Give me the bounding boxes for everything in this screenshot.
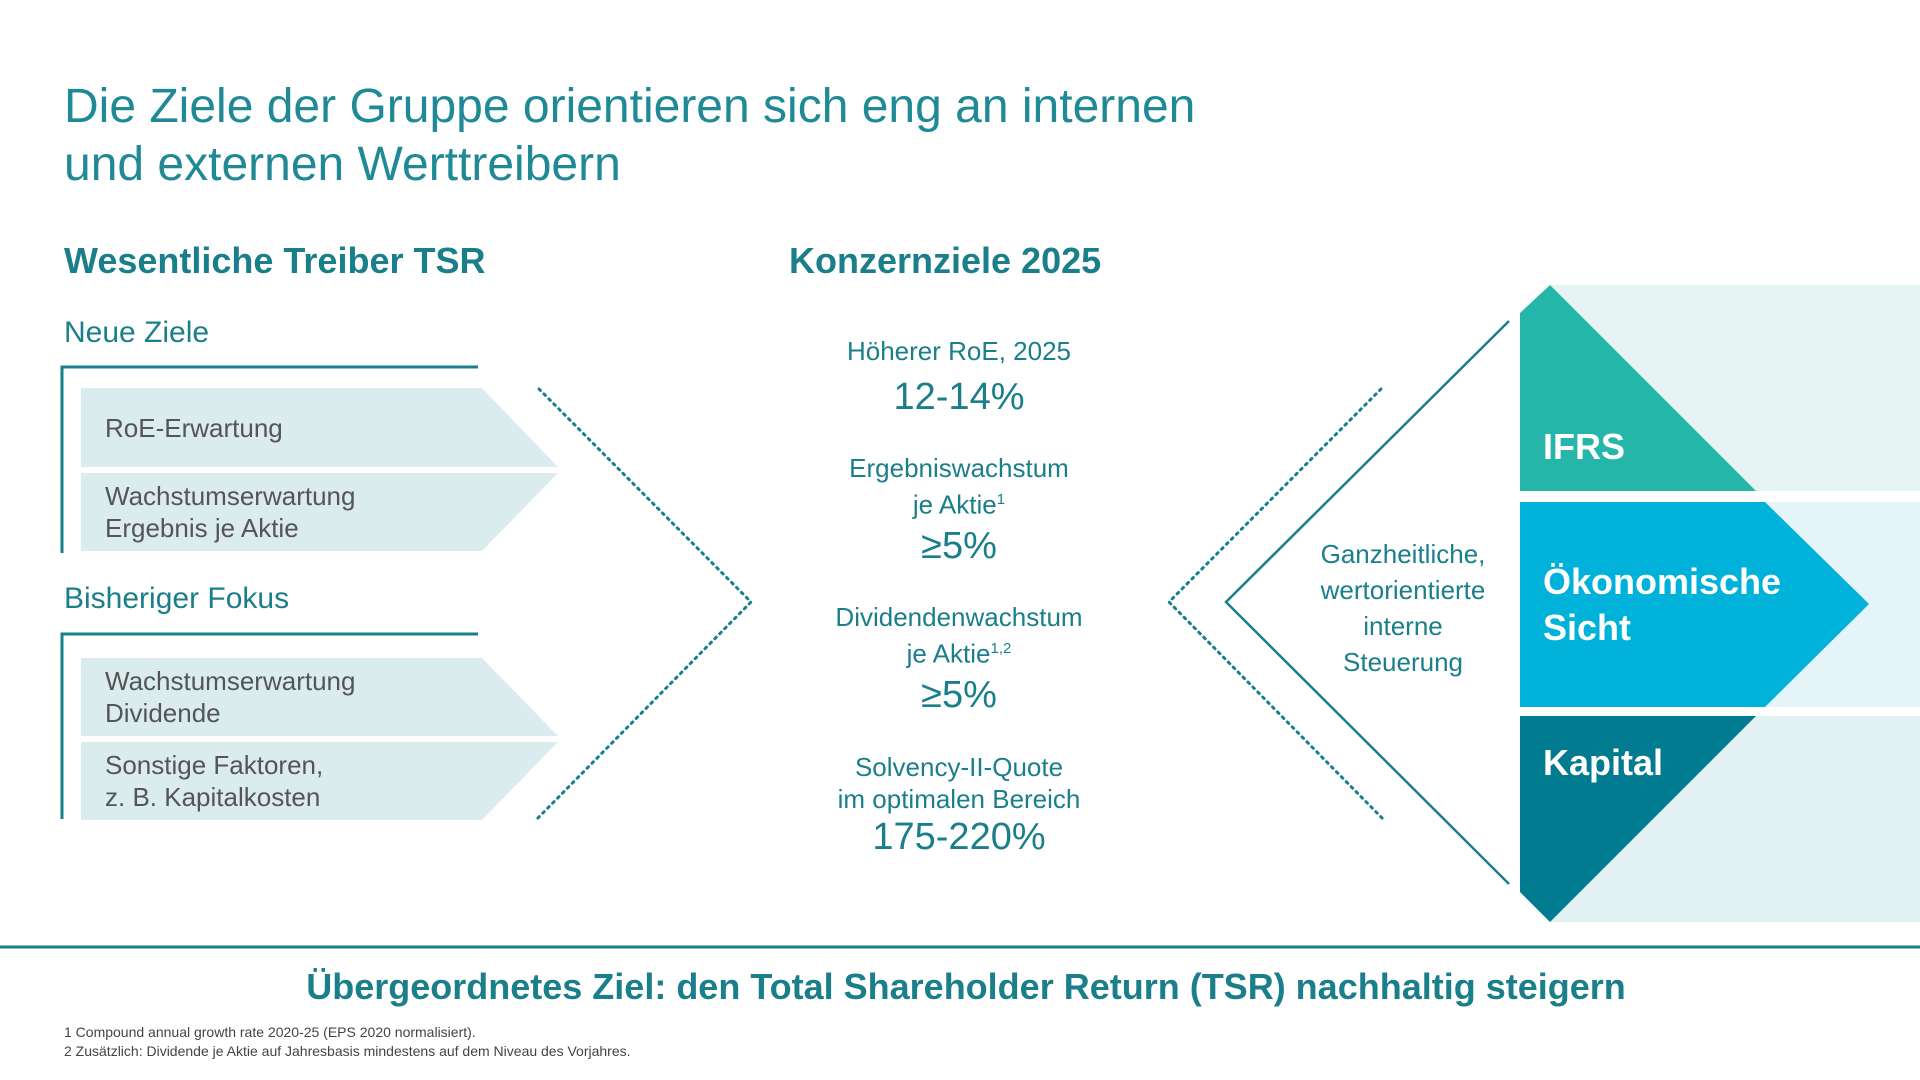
footnote-2: 2 Zusätzlich: Dividende je Aktie auf Jah…: [64, 1043, 631, 1059]
target-eps-label: Ergebniswachstum je Aktie1: [849, 452, 1069, 521]
ifrs-bg: [1550, 285, 1920, 491]
box-line: Ergebnis je Aktie: [105, 513, 299, 543]
target-roe-label: Höherer RoE, 2025: [846, 336, 1072, 366]
kapital-bg: [1550, 716, 1920, 922]
label-line: im optimalen Bereich: [837, 784, 1081, 814]
steering-line: wertorientierte: [1320, 575, 1486, 605]
dotted-chevron-left: [534, 387, 754, 822]
label-text: je Aktie: [906, 638, 991, 669]
overall-goal: Übergeordnetes Ziel: den Total Sharehold…: [306, 966, 1626, 1007]
bracket-neue-ziele: [60, 365, 478, 553]
label-line: Sicht: [1543, 607, 1632, 648]
solid-chevron: [1224, 320, 1510, 885]
group-label-neue-ziele: Neue Ziele: [64, 316, 210, 349]
center-heading: Konzernziele 2025: [789, 240, 1102, 281]
left-heading: Wesentliche Treiber TSR: [64, 240, 486, 281]
steering-line: Steuerung: [1343, 647, 1463, 677]
target-dps-label: Dividendenwachstum je Aktie1,2: [835, 601, 1082, 670]
footnote-ref: 1,2: [990, 640, 1012, 657]
bracket-bisheriger-fokus: [60, 632, 478, 819]
target-roe-value: 12-14%: [893, 376, 1025, 418]
box-eps: [81, 473, 558, 551]
target-solvency-label: Solvency-II-Quote im optimalen Bereich: [838, 751, 1081, 815]
oeko-segment: [1520, 502, 1869, 707]
steering-line: Ganzheitliche,: [1320, 539, 1486, 569]
box-line: z. B. Kapitalkosten: [105, 782, 321, 812]
ifrs-segment: [1520, 285, 1756, 491]
box-line: Dividende: [105, 698, 221, 728]
kapital-segment: [1520, 716, 1756, 922]
oeko-bg: [1765, 502, 1920, 707]
box-text-sonstige: Sonstige Faktoren, z. B. Kapitalkosten: [105, 749, 323, 813]
box-dividende: [81, 658, 558, 736]
steering-text: Ganzheitliche, wertorientierte interne S…: [1321, 536, 1486, 680]
box-line: RoE-Erwartung: [105, 413, 283, 443]
label-line: Solvency-II-Quote: [854, 752, 1064, 782]
box-sonstige: [81, 742, 558, 820]
box-line: Sonstige Faktoren,: [105, 750, 324, 780]
title-line-2: und externen Werttreibern: [64, 138, 621, 191]
box-text-eps: Wachstumserwartung Ergebnis je Aktie: [105, 480, 355, 544]
box-text-roe: RoE-Erwartung: [105, 412, 283, 444]
title-line-1: Die Ziele der Gruppe orientieren sich en…: [64, 80, 1196, 133]
box-line: Wachstumserwartung: [105, 666, 356, 696]
box-line: Wachstumserwartung: [105, 481, 356, 511]
oeko-label: Ökonomische Sicht: [1543, 559, 1781, 651]
label-line: je Aktie1,2: [835, 633, 1082, 670]
box-text-dividende: Wachstumserwartung Dividende: [105, 665, 355, 729]
footnote-1: 1 Compound annual growth rate 2020-25 (E…: [64, 1024, 476, 1040]
footnote-ref: 1: [996, 491, 1006, 508]
group-label-bisheriger-fokus: Bisheriger Fokus: [64, 582, 290, 615]
label-text: je Aktie: [912, 489, 997, 520]
target-solvency-value: 175-220%: [872, 816, 1046, 858]
label-line: je Aktie1: [849, 484, 1069, 521]
page-title: Die Ziele der Gruppe orientieren sich en…: [64, 78, 1195, 194]
steering-line: interne: [1363, 611, 1443, 641]
label-line: Dividendenwachstum: [835, 602, 1083, 632]
label-line: Ergebniswachstum: [849, 453, 1069, 483]
dotted-chevron-right: [1166, 387, 1386, 822]
ifrs-label: IFRS: [1543, 426, 1626, 467]
target-eps-value: ≥5%: [921, 525, 997, 567]
label-line: Ökonomische: [1543, 561, 1782, 602]
kapital-label: Kapital: [1543, 742, 1664, 783]
target-dps-value: ≥5%: [921, 674, 997, 716]
box-roe: [81, 388, 558, 467]
